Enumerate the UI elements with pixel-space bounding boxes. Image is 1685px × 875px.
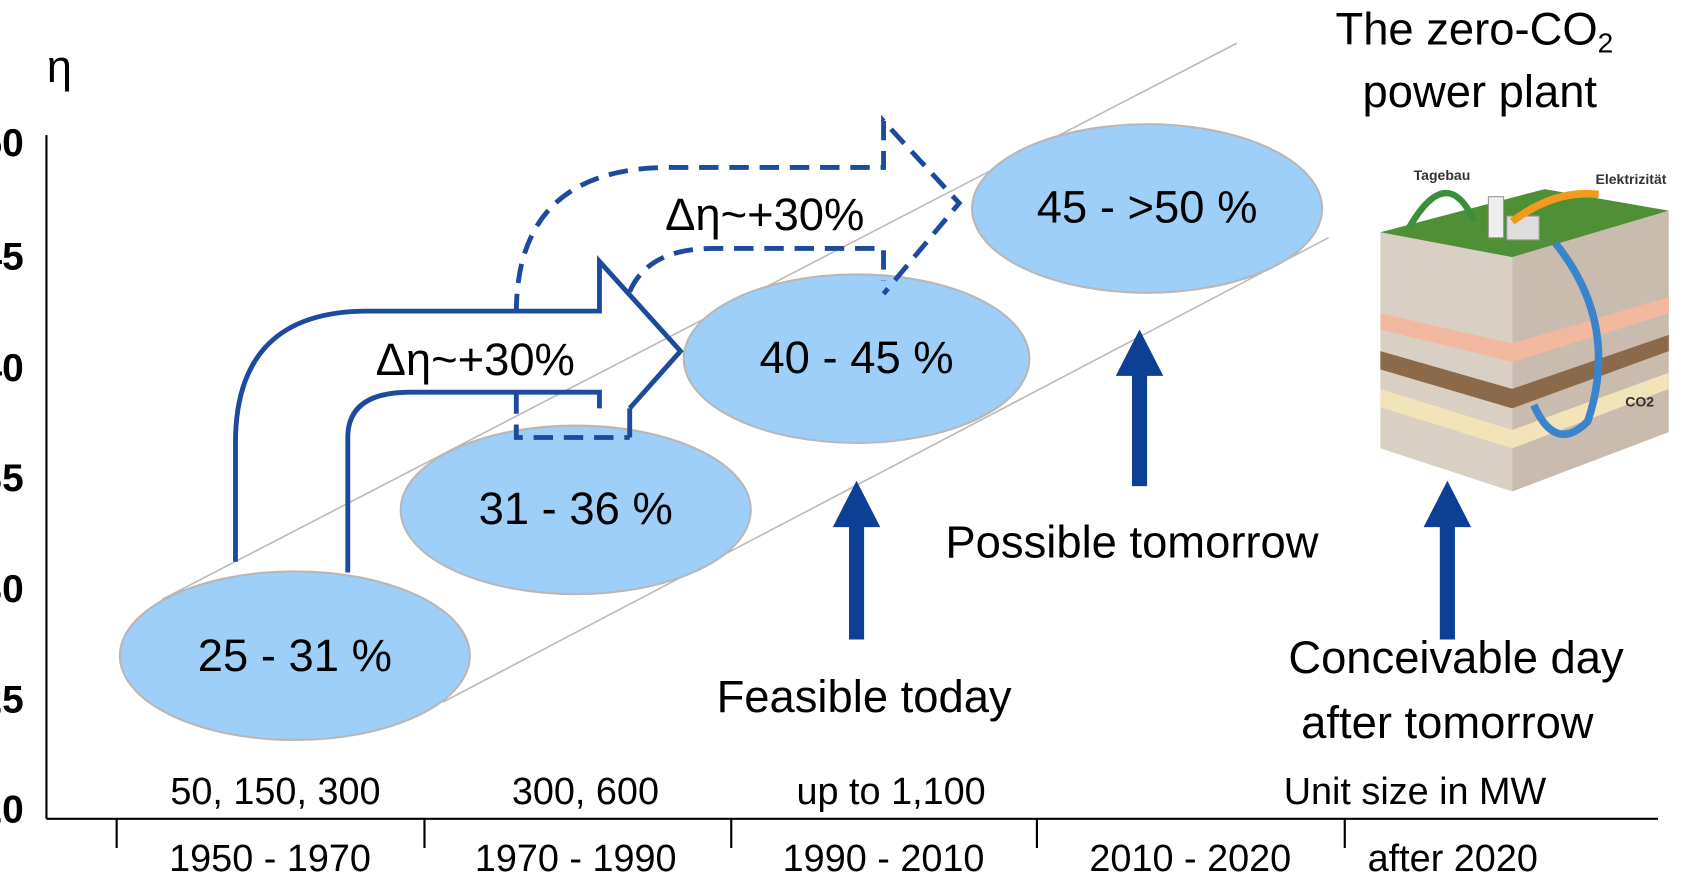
stage-ellipse (399, 424, 752, 596)
stage-ellipse (118, 570, 471, 742)
y-tick-label: 20 (0, 789, 24, 832)
era-dividers (115, 818, 1346, 848)
unit-size: Unit size in MW (1284, 771, 1547, 813)
period: 1970 - 1990 (475, 838, 677, 875)
illustration-label: Tagebau (1414, 167, 1471, 183)
gain-label: Δη~+30% (665, 189, 864, 240)
illustration: Tagebau Elektrizität CO2 (1380, 167, 1669, 492)
y-tick-label: 50 (0, 122, 24, 165)
stage-range: 40 - 45 % (759, 332, 953, 383)
y-tick-label: 30 (0, 568, 24, 611)
note: Possible tomorrow (945, 516, 1318, 567)
stage-ellipse (682, 273, 1031, 444)
note: Feasible today (717, 671, 1012, 722)
trend-line (442, 236, 1329, 703)
gain-arrow-dashed (513, 114, 963, 314)
period: 2010 - 2020 (1089, 838, 1291, 875)
gain-arrow (233, 255, 684, 562)
gain-arrow-dashed (513, 394, 630, 440)
up-arrows (832, 329, 1472, 640)
title-subscript: 2 (1598, 28, 1614, 59)
stage-range: 31 - 36 % (479, 483, 673, 534)
unit-size: 50, 150, 300 (170, 771, 380, 813)
title-text: The zero-CO (1335, 3, 1597, 54)
illustration-label: Elektrizität (1596, 171, 1667, 187)
period: 1950 - 1970 (169, 838, 371, 875)
title: The zero-CO2 (1335, 3, 1613, 58)
y-tick-label: 25 (0, 678, 24, 721)
y-ticks: 50 45 40 35 30 25 20 (0, 122, 24, 831)
unit-size: 300, 600 (512, 771, 659, 813)
note: after tomorrow (1301, 697, 1594, 748)
period: 1990 - 2010 (783, 838, 985, 875)
stage-ellipse (971, 123, 1324, 294)
title: power plant (1363, 66, 1598, 117)
stage-range: 45 - >50 % (1037, 182, 1258, 233)
illustration-label: CO2 (1625, 394, 1654, 410)
gain-label: Δη~+30% (376, 334, 575, 385)
period: after 2020 (1368, 838, 1538, 875)
gain-arrow (345, 389, 633, 573)
stage-range: 25 - 31 % (198, 630, 392, 681)
note: Conceivable day (1288, 632, 1624, 683)
y-tick-label: 45 (0, 236, 24, 279)
gain-arrow-dashed (627, 246, 886, 293)
axis-symbol: η (47, 41, 72, 92)
y-tick-label: 40 (0, 347, 24, 390)
unit-size: up to 1,100 (797, 771, 986, 813)
y-tick-label: 35 (0, 457, 24, 500)
